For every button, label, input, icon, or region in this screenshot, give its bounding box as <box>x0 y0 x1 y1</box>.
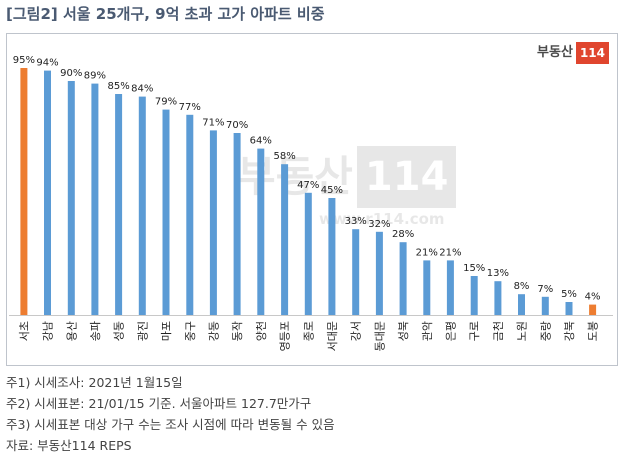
data-label-14: 45% <box>321 185 343 196</box>
data-label-8: 77% <box>179 102 201 113</box>
bar-7 <box>162 109 170 315</box>
data-label-20: 15% <box>463 263 485 274</box>
category-label-18: 관악 <box>421 321 434 341</box>
category-label-11: 양천 <box>254 321 268 341</box>
footnote-2: 주2) 시세표본: 21/01/15 기준. 서울아파트 127.7만가구 <box>6 396 312 411</box>
category-label-13: 종로 <box>302 321 315 341</box>
category-label-12: 영등포 <box>279 321 292 351</box>
bar-1 <box>20 68 28 315</box>
data-label-22: 8% <box>514 281 530 292</box>
bar-11 <box>257 148 265 315</box>
data-label-19: 21% <box>439 247 461 258</box>
bar-15 <box>352 229 360 315</box>
footnote-3: 주3) 시세표본 대상 가구 수는 조사 시점에 따라 변동될 수 있음 <box>6 417 335 432</box>
category-label-5: 성동 <box>113 321 126 341</box>
category-label-10: 동작 <box>231 321 244 341</box>
data-label-3: 90% <box>60 68 82 79</box>
data-label-6: 84% <box>131 84 153 95</box>
bar-5 <box>115 94 123 315</box>
source-note: 자료: 부동산114 REPS <box>6 438 132 453</box>
category-label-15: 강서 <box>350 321 363 341</box>
category-label-9: 강동 <box>207 321 220 341</box>
category-label-23: 중랑 <box>539 321 552 341</box>
data-label-16: 32% <box>368 219 390 230</box>
data-label-15: 33% <box>345 216 367 227</box>
footnote-1: 주1) 시세조사: 2021년 1월15일 <box>6 375 183 390</box>
category-label-17: 성북 <box>397 321 410 341</box>
data-label-11: 64% <box>250 136 272 147</box>
data-label-7: 79% <box>155 97 177 108</box>
data-label-4: 89% <box>84 71 106 82</box>
bar-6 <box>138 96 146 315</box>
category-label-3: 용산 <box>65 321 78 341</box>
bar-23 <box>541 296 549 315</box>
bar-22 <box>518 294 525 315</box>
bar-4 <box>91 83 99 315</box>
chart-area: 부동산 114 www.r114.com 95% 서초 94% 강남 90% 용산 89% 송… <box>6 33 618 366</box>
bar-9 <box>209 130 217 315</box>
category-label-24: 강북 <box>563 321 576 341</box>
bar-8 <box>186 114 194 315</box>
bar-19 <box>446 260 454 315</box>
bar-3 <box>67 81 75 315</box>
bar-21 <box>494 281 502 315</box>
data-label-1: 95% <box>13 55 35 66</box>
category-label-25: 도봉 <box>587 321 600 341</box>
bar-12 <box>281 164 289 315</box>
bar-17 <box>399 242 407 315</box>
data-label-17: 28% <box>392 229 414 240</box>
data-label-25: 4% <box>585 292 601 303</box>
category-label-19: 은평 <box>444 321 457 341</box>
data-label-12: 58% <box>273 151 295 162</box>
category-label-16: 동대문 <box>373 321 386 351</box>
category-label-2: 강남 <box>42 321 55 341</box>
bar-25 <box>589 304 597 315</box>
bar-24 <box>565 302 573 315</box>
category-label-8: 중구 <box>184 321 197 341</box>
bar-18 <box>423 260 431 315</box>
bar-10 <box>233 133 241 315</box>
data-label-13: 47% <box>297 180 319 191</box>
bar-chart: 95% 서초 94% 강남 90% 용산 89% 송파 85% 성동 84% 광진 79% 마포 77% 중구… <box>9 55 613 351</box>
category-label-4: 송파 <box>89 321 102 341</box>
data-label-18: 21% <box>416 247 438 258</box>
bar-13 <box>304 192 312 315</box>
data-label-10: 70% <box>226 120 248 131</box>
data-label-5: 85% <box>107 81 129 92</box>
category-label-20: 구로 <box>468 321 481 341</box>
bar-14 <box>328 198 336 315</box>
category-label-7: 마포 <box>160 321 173 341</box>
brand-logo: 부동산 114 <box>537 42 609 64</box>
logo-number: 114 <box>575 42 609 64</box>
data-label-24: 5% <box>561 289 577 300</box>
category-label-21: 금천 <box>491 321 505 341</box>
category-label-14: 서대문 <box>326 321 339 351</box>
chart-title: [그림2] 서울 25개구, 9억 초과 고가 아파트 비중 <box>6 5 325 23</box>
data-label-9: 71% <box>202 117 224 128</box>
bar-16 <box>375 231 383 315</box>
data-label-21: 13% <box>487 268 509 279</box>
data-label-23: 7% <box>537 284 553 295</box>
category-label-6: 광진 <box>136 321 149 341</box>
category-label-1: 서초 <box>18 321 31 341</box>
bar-2 <box>44 70 51 315</box>
footnotes: 주1) 시세조사: 2021년 1월15일 주2) 시세표본: 21/01/15… <box>6 372 620 456</box>
category-label-22: 노원 <box>516 321 529 341</box>
bar-20 <box>470 276 478 315</box>
logo-text: 부동산 <box>537 45 573 60</box>
data-label-2: 94% <box>36 58 58 69</box>
